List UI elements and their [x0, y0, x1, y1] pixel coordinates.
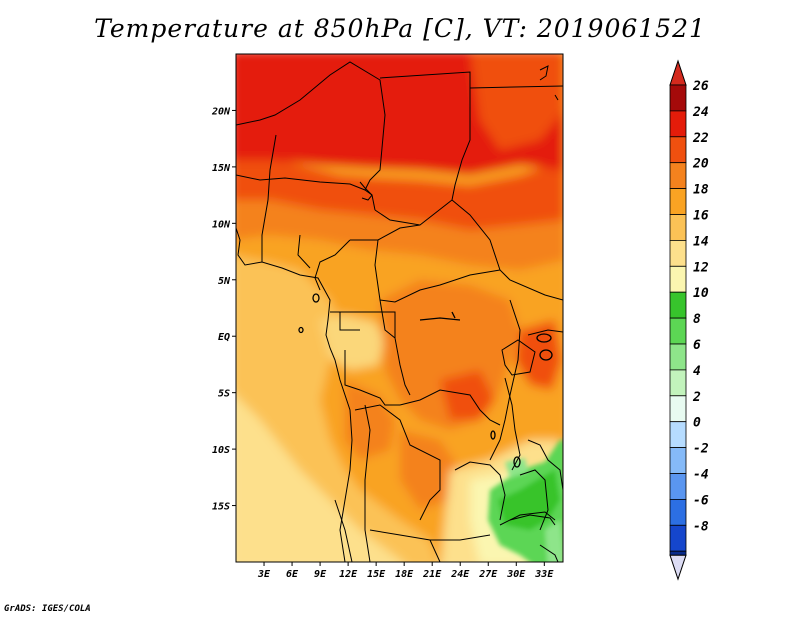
- lat-tick-label: 5S: [218, 389, 230, 400]
- lat-tick-label: 20N: [211, 106, 231, 117]
- colorbar-swatch: [669, 395, 687, 423]
- colorbar-swatch: [669, 265, 687, 293]
- colorbar-swatch: [669, 214, 687, 241]
- colorbar-swatch: [669, 447, 687, 474]
- axis-ticks: 3E 6E 9E 12E 15E 18E 21E 24E 27E 30E 33E 20N 15N 10N 5…: [211, 106, 554, 580]
- colorbar-label: 2: [692, 390, 701, 405]
- lat-tick-label: 15S: [212, 502, 230, 513]
- map-frame: [235, 53, 564, 563]
- colorbar-label: 26: [692, 79, 709, 94]
- temperature-field: [236, 54, 563, 562]
- colorbar-swatch: [669, 110, 687, 138]
- credit-text: GrADS: IGES/COLA: [4, 604, 91, 614]
- colorbar-label: -4: [693, 468, 709, 483]
- colorbar-swatch: [669, 162, 687, 189]
- lat-tick-label: 5N: [218, 276, 231, 287]
- lon-tick-label: 15E: [367, 569, 386, 580]
- lat-tick-label: 15N: [212, 163, 231, 174]
- colorbar-swatch: [669, 239, 687, 267]
- colorbar-label: 8: [693, 312, 701, 327]
- lon-tick-label: 6E: [286, 569, 299, 580]
- colorbar-bottom-triangle: [669, 554, 687, 581]
- colorbar-swatch: [669, 188, 687, 215]
- colorbar-label: 22: [692, 131, 709, 146]
- lat-tick-label: EQ: [218, 332, 230, 343]
- lon-tick-label: 21E: [422, 569, 442, 580]
- colorbar-label: 14: [693, 234, 709, 249]
- lon-tick-label: 33E: [534, 569, 554, 580]
- colorbar-swatch: [669, 369, 687, 397]
- lon-tick-label: 27E: [478, 569, 498, 580]
- colorbar-swatch: [669, 421, 687, 449]
- chart-title: Temperature at 850hPa [C], VT: 201906152…: [94, 14, 706, 43]
- lakes: [298, 293, 553, 468]
- colorbar-label: 12: [693, 260, 709, 275]
- colorbar-swatch: [669, 524, 687, 552]
- colorbar-swatch: [669, 498, 687, 526]
- colorbar-label: -6: [693, 493, 709, 508]
- colorbar-bottom-swatch: [669, 550, 687, 556]
- colorbar-top-triangle: [669, 59, 687, 86]
- colorbar-label: 18: [693, 183, 709, 198]
- lon-tick-label: 3E: [257, 569, 271, 580]
- colorbar-label: -2: [693, 442, 709, 457]
- colorbar-label: 20: [692, 157, 709, 172]
- colorbar-swatch: [669, 136, 687, 164]
- colorbar-label: 10: [693, 286, 709, 301]
- lat-tick-label: 10N: [212, 219, 231, 230]
- lon-tick-label: 30E: [506, 569, 526, 580]
- colorbar-label: 24: [692, 105, 709, 120]
- lon-tick-label: 12E: [339, 569, 358, 580]
- colorbar-swatch: [669, 84, 687, 112]
- lon-tick-label: 9E: [314, 569, 327, 580]
- coastlines: [236, 65, 559, 562]
- colorbar-swatch: [669, 317, 687, 345]
- colorbar-label: 0: [693, 416, 701, 431]
- colorbar-label: 4: [693, 364, 701, 379]
- colorbar-label: 16: [693, 209, 709, 224]
- lat-tick-label: 10S: [212, 445, 230, 456]
- lon-tick-label: 18E: [395, 569, 414, 580]
- colorbar-swatch: [669, 343, 687, 371]
- colorbar-swatch: [669, 291, 687, 319]
- country-borders: [236, 61, 563, 562]
- colorbar-label: -8: [693, 519, 709, 534]
- colorbar-swatch: [669, 473, 687, 500]
- colorbar-label: 6: [693, 338, 701, 353]
- lon-tick-label: 24E: [450, 569, 470, 580]
